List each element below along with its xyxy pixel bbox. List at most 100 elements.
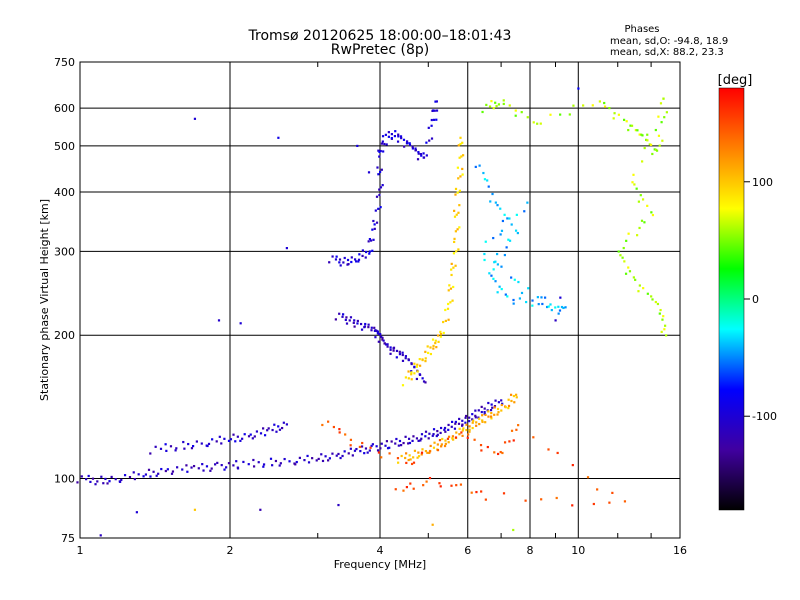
data-point xyxy=(183,447,186,450)
data-point xyxy=(239,439,242,442)
data-point xyxy=(635,187,638,190)
data-point xyxy=(515,396,518,399)
data-point xyxy=(102,482,105,485)
data-point xyxy=(518,297,522,300)
data-point xyxy=(424,357,427,360)
data-point xyxy=(242,460,245,464)
x-tick-label: 1 xyxy=(77,544,84,557)
data-point xyxy=(424,359,427,363)
y-tick-label: 100 xyxy=(54,473,75,486)
data-point xyxy=(568,113,571,116)
data-point xyxy=(510,223,513,226)
data-point xyxy=(347,452,350,455)
data-point xyxy=(217,319,221,322)
data-point xyxy=(154,445,157,448)
data-point xyxy=(612,117,615,120)
data-point xyxy=(144,473,148,476)
data-point xyxy=(514,109,517,112)
data-point xyxy=(665,111,668,114)
data-point xyxy=(390,440,393,443)
data-point xyxy=(174,449,177,452)
data-point xyxy=(480,490,483,493)
data-point xyxy=(442,331,445,335)
data-point xyxy=(452,266,455,269)
data-point xyxy=(637,200,640,203)
data-point xyxy=(454,193,457,196)
data-point xyxy=(236,435,239,438)
data-point xyxy=(358,253,361,256)
data-point xyxy=(520,111,523,114)
data-point xyxy=(381,336,384,340)
data-point xyxy=(407,377,410,380)
data-point xyxy=(346,258,350,262)
data-point xyxy=(475,424,478,427)
data-point xyxy=(483,410,486,414)
data-point xyxy=(185,464,188,467)
data-point xyxy=(483,178,487,181)
data-point xyxy=(432,109,435,112)
data-point xyxy=(654,300,657,304)
data-point xyxy=(298,456,301,459)
data-point xyxy=(550,308,553,312)
data-point xyxy=(339,456,342,460)
data-point xyxy=(512,439,515,442)
data-point xyxy=(592,502,595,506)
data-point xyxy=(653,148,656,151)
data-point xyxy=(447,289,450,292)
data-point xyxy=(420,453,423,456)
data-point xyxy=(464,416,467,419)
data-point xyxy=(549,113,552,116)
data-point xyxy=(517,280,520,284)
data-point xyxy=(389,346,392,349)
data-point xyxy=(295,460,298,464)
data-point xyxy=(218,435,221,438)
data-point xyxy=(477,416,480,419)
data-point xyxy=(571,504,574,507)
data-point xyxy=(487,410,490,413)
data-point xyxy=(444,430,447,433)
data-point xyxy=(347,262,350,266)
data-point xyxy=(617,250,620,253)
data-point xyxy=(404,435,407,438)
data-point xyxy=(464,421,467,424)
data-point xyxy=(266,429,269,432)
data-point xyxy=(356,144,359,148)
data-point xyxy=(479,443,483,447)
data-point xyxy=(356,322,359,325)
data-point xyxy=(457,144,460,147)
data-point xyxy=(536,296,539,299)
data-point xyxy=(429,346,432,349)
data-point xyxy=(392,349,395,352)
data-point xyxy=(191,445,195,448)
data-point xyxy=(636,129,639,132)
chart-subtitle: RwPretec (8p) xyxy=(331,42,429,58)
data-point xyxy=(405,452,408,455)
data-point xyxy=(495,104,498,108)
data-point xyxy=(471,426,474,430)
data-point xyxy=(658,312,661,315)
data-point xyxy=(342,261,345,264)
data-point xyxy=(510,429,514,432)
data-point xyxy=(451,437,454,440)
data-point xyxy=(457,211,460,214)
data-point xyxy=(210,467,213,470)
data-point xyxy=(334,318,337,321)
data-point xyxy=(303,459,306,462)
data-point xyxy=(627,232,630,235)
data-point xyxy=(338,258,342,261)
data-point xyxy=(586,476,590,479)
data-point xyxy=(523,210,526,213)
data-point xyxy=(461,419,464,422)
data-point xyxy=(424,350,427,353)
data-point xyxy=(169,445,173,448)
data-point xyxy=(415,365,418,368)
data-point xyxy=(461,429,464,432)
data-point xyxy=(503,213,506,216)
data-point xyxy=(259,508,262,511)
data-point xyxy=(443,426,447,430)
data-point xyxy=(591,104,594,107)
data-point xyxy=(419,439,422,442)
data-point xyxy=(337,452,340,456)
data-point xyxy=(341,313,345,316)
data-point xyxy=(450,273,453,277)
